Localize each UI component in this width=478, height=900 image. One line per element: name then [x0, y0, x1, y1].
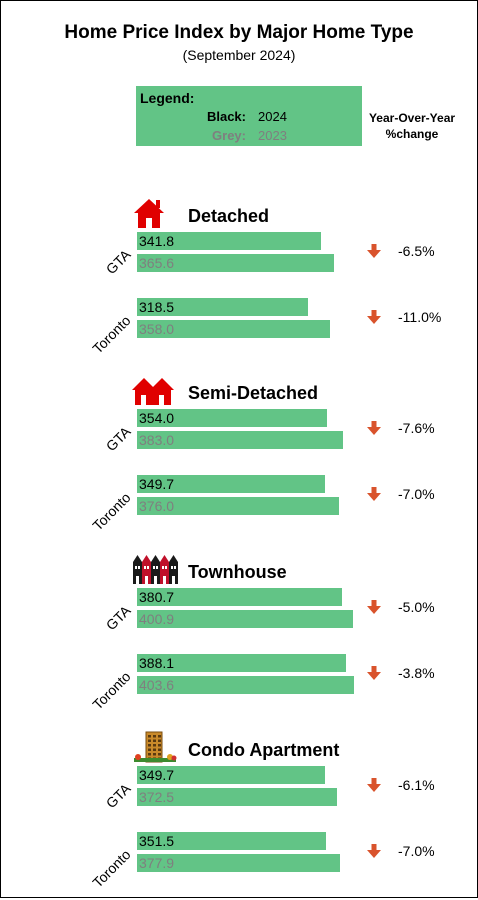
bar-value-2024: 341.8: [139, 233, 175, 249]
down-arrow-icon: [367, 487, 381, 501]
region-label: GTA: [102, 602, 134, 634]
bar-value-2023: 400.9: [139, 611, 175, 627]
bar-2023: [137, 854, 340, 872]
region-label: Toronto: [89, 668, 134, 713]
bar-2023: [137, 497, 339, 515]
bar-2023: [137, 431, 343, 449]
bar-2024: [137, 654, 346, 672]
bar-value-2024: 388.1: [139, 655, 175, 671]
home-type-section: Condo Apartment GTA 349.7 372.5 -6.1% Toronto…: [0, 730, 478, 900]
down-arrow-icon: [367, 421, 381, 435]
bar-2024: [137, 588, 342, 606]
bar-value-2024: 354.0: [139, 410, 175, 426]
home-type-section: Detached GTA 341.8 365.6 -6.5% Toronto 318.5 35…: [0, 196, 478, 366]
yoy-change-value: -11.0%: [398, 309, 442, 325]
bar-2023: [137, 610, 353, 628]
condo-apartment-icon: [132, 730, 182, 764]
bar-value-2023: 383.0: [139, 432, 175, 448]
home-type-title: Townhouse: [188, 562, 287, 582]
bar-value-2024: 349.7: [139, 767, 175, 783]
region-label: GTA: [102, 780, 134, 812]
down-arrow-icon: [367, 844, 381, 858]
legend-key: Black:: [206, 109, 246, 124]
bar-value-2024: 349.7: [139, 476, 175, 492]
region-label: Toronto: [89, 489, 134, 534]
region-label: Toronto: [89, 312, 134, 357]
bar-2024: [137, 766, 325, 784]
townhouse-icon: [132, 552, 182, 586]
bar-2024: [137, 232, 321, 250]
down-arrow-icon: [367, 778, 381, 792]
detached-house-icon: [132, 196, 182, 230]
down-arrow-icon: [367, 310, 381, 324]
yoy-change-value: -6.5%: [398, 243, 435, 259]
home-type-section: Semi-Detached GTA 354.0 383.0 -7.6% Toronto 34…: [0, 373, 478, 543]
down-arrow-icon: [367, 666, 381, 680]
yoy-header: Year-Over-Year %change: [362, 110, 462, 142]
bar-2023: [137, 320, 330, 338]
bar-2023: [137, 254, 334, 272]
bar-2024: [137, 475, 325, 493]
bar-2023: [137, 788, 337, 806]
semi-detached-house-icon: [132, 373, 182, 407]
chart-title: Home Price Index by Major Home Type: [64, 22, 414, 43]
home-type-title: Condo Apartment: [188, 740, 340, 760]
bar-2024: [137, 298, 308, 316]
bar-value-2024: 380.7: [139, 589, 175, 605]
down-arrow-icon: [367, 244, 381, 258]
legend-value: 2023: [258, 128, 287, 143]
legend-key: Grey:: [212, 128, 246, 143]
yoy-change-value: -7.6%: [398, 420, 435, 436]
legend: Legend: Black: 2024 Grey: 2023: [136, 86, 362, 146]
legend-value: 2024: [258, 109, 287, 124]
bar-2024: [137, 409, 327, 427]
yoy-change-value: -6.1%: [398, 777, 435, 793]
chart-subtitle: (September 2024): [182, 47, 296, 63]
yoy-change-value: -7.0%: [398, 843, 435, 859]
bar-2023: [137, 676, 354, 694]
home-type-section: Townhouse GTA 380.7 400.9 -5.0% Toronto 388.1 4…: [0, 552, 478, 722]
bar-value-2024: 318.5: [139, 299, 175, 315]
bar-value-2023: 365.6: [139, 255, 175, 271]
region-label: GTA: [102, 246, 134, 278]
region-label: GTA: [102, 423, 134, 455]
yoy-change-value: -7.0%: [398, 486, 435, 502]
yoy-header-line2: %change: [385, 127, 439, 141]
yoy-header-line1: Year-Over-Year: [368, 111, 456, 125]
home-type-title: Semi-Detached: [188, 383, 319, 403]
legend-title: Legend:: [140, 90, 195, 106]
bar-value-2023: 377.9: [139, 855, 175, 871]
region-label: Toronto: [89, 846, 134, 891]
bar-value-2023: 372.5: [139, 789, 175, 805]
down-arrow-icon: [367, 600, 381, 614]
bar-value-2023: 376.0: [139, 498, 175, 514]
yoy-change-value: -3.8%: [398, 665, 435, 681]
yoy-change-value: -5.0%: [398, 599, 435, 615]
bar-value-2023: 403.6: [139, 677, 175, 693]
bar-value-2024: 351.5: [139, 833, 175, 849]
bar-2024: [137, 832, 326, 850]
bar-value-2023: 358.0: [139, 321, 175, 337]
home-type-title: Detached: [188, 206, 270, 226]
